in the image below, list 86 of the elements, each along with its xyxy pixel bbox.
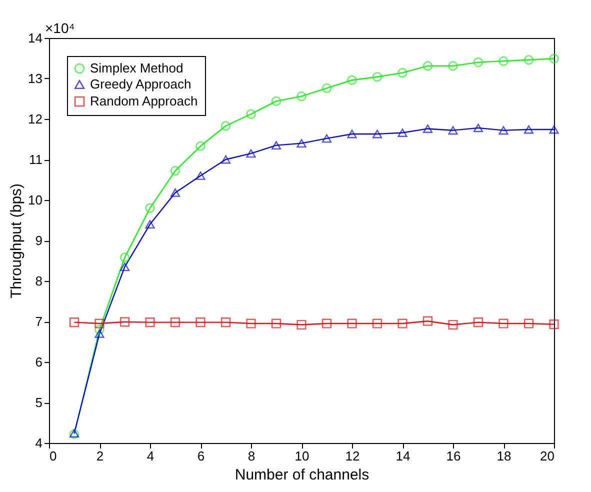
x-tick-label: 0: [50, 448, 57, 464]
y-tick-label: 14: [28, 30, 42, 46]
legend-label: Random Approach: [90, 94, 198, 108]
x-tick-label: 20: [540, 448, 554, 464]
point: [94, 329, 104, 338]
point: [473, 58, 484, 68]
y-tick-label: 13: [28, 71, 42, 86]
point: [69, 318, 80, 328]
point: [347, 318, 357, 328]
point: [473, 318, 484, 328]
point: [271, 318, 282, 328]
legend-label: Greedy Approach: [90, 76, 192, 92]
y-tick-label: 9: [35, 233, 42, 248]
x-tick-label: 18: [496, 448, 512, 464]
point: [524, 318, 534, 328]
x-tick-label: 12: [345, 448, 360, 464]
point: [145, 220, 155, 229]
point: [372, 318, 382, 328]
point: [422, 124, 433, 133]
x-tick-label: 16: [446, 448, 461, 464]
point: [498, 56, 508, 66]
point: [296, 92, 306, 102]
point: [549, 54, 559, 64]
point: [170, 166, 180, 176]
point: [322, 318, 332, 328]
y-tick-label: 10: [28, 192, 42, 208]
point: [246, 318, 256, 328]
x-tick-label: 4: [146, 448, 154, 464]
point: [120, 252, 130, 262]
point: [246, 149, 256, 158]
point: [473, 124, 484, 132]
point: [524, 55, 534, 65]
point: [296, 320, 306, 330]
point: [448, 61, 458, 71]
point: [398, 68, 408, 78]
point: [347, 130, 357, 138]
point: [220, 121, 231, 131]
legend-label: Simplex Method: [90, 60, 184, 76]
x-tick-label: 2: [96, 448, 104, 464]
point: [94, 324, 104, 334]
point: [372, 130, 382, 138]
point: [347, 75, 357, 85]
x-tick-label: 8: [248, 448, 256, 464]
point: [246, 109, 256, 119]
point: [498, 318, 508, 328]
point: [271, 141, 282, 150]
y-tick-label: 8: [35, 274, 42, 288]
point: [170, 318, 180, 328]
x-tick-label: 14: [396, 448, 410, 464]
y-tick-label: 6: [35, 354, 42, 370]
point: [398, 128, 408, 137]
point: [220, 155, 231, 164]
point: [549, 320, 559, 330]
y-tick-label: 5: [35, 395, 42, 410]
point: [94, 318, 104, 328]
x-tick-label: 10: [294, 448, 310, 464]
point: [196, 141, 206, 151]
point: [448, 126, 458, 135]
y-axis-title: Throughput (bps): [8, 183, 26, 299]
point: [524, 125, 534, 134]
point: [296, 139, 306, 148]
y-tick-label: 4: [35, 436, 42, 450]
y-tick-label: 12: [28, 112, 42, 126]
y-tick-label: 11: [29, 152, 42, 167]
y-tick-label: 7: [35, 314, 42, 329]
point: [170, 188, 180, 197]
point: [422, 61, 433, 71]
x-axis-title: Number of channels: [234, 466, 370, 484]
point: [220, 318, 231, 328]
point: [196, 171, 206, 180]
point: [145, 318, 155, 328]
point: [196, 318, 206, 328]
point: [398, 318, 408, 328]
point: [145, 203, 155, 213]
point: [422, 316, 433, 326]
point: [448, 320, 458, 330]
point: [120, 262, 130, 272]
x-tick-label: 6: [197, 448, 205, 464]
point: [120, 317, 130, 327]
point: [549, 125, 559, 134]
point: [498, 126, 508, 135]
point: [322, 134, 332, 143]
point: [271, 96, 282, 106]
text: ×10⁴: [45, 20, 75, 36]
point: [322, 83, 332, 93]
point: [372, 72, 382, 82]
